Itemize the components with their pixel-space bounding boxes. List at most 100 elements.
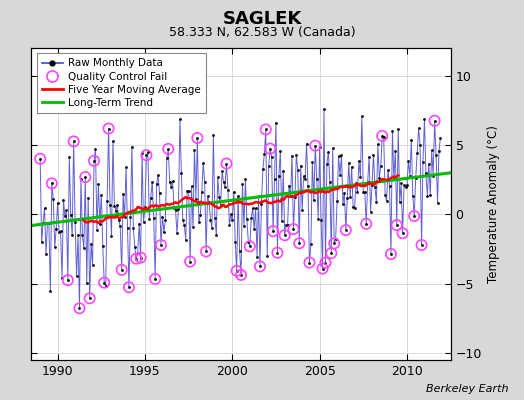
Point xyxy=(417,242,425,248)
Point xyxy=(128,144,136,150)
Point xyxy=(145,216,154,222)
Point xyxy=(243,216,251,222)
Point xyxy=(372,199,380,206)
Point xyxy=(413,150,421,156)
Point xyxy=(189,224,197,230)
Point xyxy=(398,230,407,236)
Point xyxy=(261,126,270,133)
Point xyxy=(327,250,335,256)
Point xyxy=(401,184,410,190)
Point xyxy=(211,214,219,221)
Point xyxy=(388,128,397,134)
Point xyxy=(225,221,234,228)
Point xyxy=(419,158,427,165)
Point xyxy=(340,190,348,196)
Point xyxy=(238,181,247,188)
Point xyxy=(193,135,202,141)
Point xyxy=(193,135,202,141)
Point xyxy=(422,170,430,177)
Point xyxy=(46,288,54,294)
Point xyxy=(301,176,309,183)
Point xyxy=(170,205,178,211)
Point xyxy=(81,174,90,180)
Point xyxy=(152,181,161,188)
Point xyxy=(117,267,126,273)
Point xyxy=(319,265,327,272)
Point xyxy=(246,243,254,250)
Point xyxy=(356,174,365,180)
Point xyxy=(81,174,90,180)
Point xyxy=(342,227,350,233)
Point xyxy=(233,268,241,274)
Point xyxy=(132,256,140,262)
Point xyxy=(359,189,367,196)
Point xyxy=(317,217,325,224)
Point xyxy=(385,182,394,189)
Point xyxy=(420,116,429,122)
Point xyxy=(394,126,402,132)
Point xyxy=(396,199,404,205)
Point xyxy=(141,204,149,210)
Point xyxy=(164,146,172,152)
Point xyxy=(70,138,78,145)
Point xyxy=(409,192,417,199)
Point xyxy=(209,132,217,138)
Point xyxy=(116,223,124,230)
Point xyxy=(366,208,375,215)
Point xyxy=(71,218,79,225)
Point xyxy=(324,148,333,155)
Point xyxy=(36,156,45,162)
Point xyxy=(390,176,398,182)
Y-axis label: Temperature Anomaly (°C): Temperature Anomaly (°C) xyxy=(487,125,500,283)
Point xyxy=(179,216,187,223)
Point xyxy=(89,261,97,268)
Point xyxy=(39,220,47,226)
Point xyxy=(404,158,412,164)
Point xyxy=(435,148,443,154)
Point xyxy=(391,148,399,154)
Point xyxy=(263,253,271,260)
Point xyxy=(256,263,264,270)
Point xyxy=(330,240,339,247)
Point xyxy=(252,205,260,212)
Point xyxy=(379,134,388,140)
Point xyxy=(107,232,116,239)
Point xyxy=(237,272,245,278)
Point xyxy=(355,158,363,164)
Point xyxy=(222,160,231,167)
Point xyxy=(52,226,60,232)
Point xyxy=(132,256,140,262)
Point xyxy=(336,172,344,178)
Point xyxy=(392,222,401,228)
Point xyxy=(221,184,229,190)
Point xyxy=(139,219,148,226)
Point xyxy=(327,250,335,256)
Point xyxy=(125,284,133,290)
Point xyxy=(188,183,196,190)
Point xyxy=(202,248,210,255)
Point xyxy=(321,260,330,266)
Point xyxy=(276,148,285,154)
Point xyxy=(304,183,312,190)
Text: SAGLEK: SAGLEK xyxy=(222,10,302,28)
Point xyxy=(186,258,194,265)
Point xyxy=(104,125,113,132)
Point xyxy=(416,142,424,148)
Point xyxy=(375,175,384,181)
Point xyxy=(77,175,85,182)
Point xyxy=(333,198,341,204)
Point xyxy=(240,223,248,230)
Point xyxy=(176,116,184,122)
Point xyxy=(164,146,172,152)
Point xyxy=(142,152,150,158)
Point xyxy=(59,197,68,203)
Point xyxy=(237,272,245,278)
Point xyxy=(37,239,46,246)
Point xyxy=(151,276,159,282)
Point xyxy=(122,164,130,170)
Point xyxy=(244,238,253,245)
Point xyxy=(286,193,294,200)
Point xyxy=(201,178,209,185)
Point xyxy=(361,189,369,196)
Point xyxy=(321,260,330,266)
